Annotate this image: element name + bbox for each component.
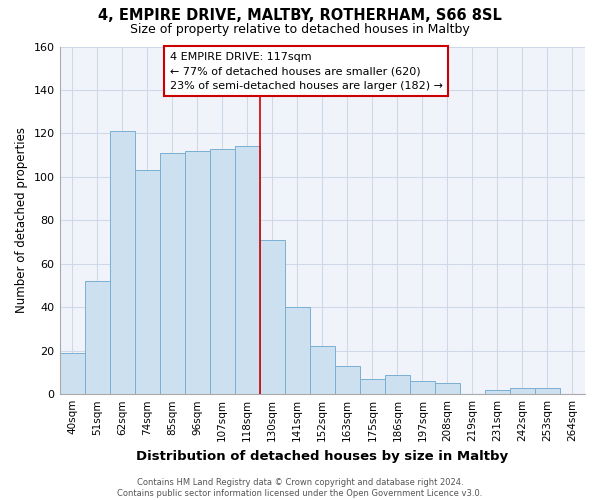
Bar [110,131,134,394]
Text: Size of property relative to detached houses in Maltby: Size of property relative to detached ho… [130,22,470,36]
Bar [85,281,110,394]
Text: 4 EMPIRE DRIVE: 117sqm
← 77% of detached houses are smaller (620)
23% of semi-de: 4 EMPIRE DRIVE: 117sqm ← 77% of detached… [170,52,443,90]
Bar [59,353,85,394]
Text: 4, EMPIRE DRIVE, MALTBY, ROTHERHAM, S66 8SL: 4, EMPIRE DRIVE, MALTBY, ROTHERHAM, S66 … [98,8,502,22]
Bar [435,384,460,394]
Bar [160,153,185,394]
Bar [360,379,385,394]
Y-axis label: Number of detached properties: Number of detached properties [15,128,28,314]
Bar [510,388,535,394]
Bar [335,366,360,394]
Bar [260,240,285,394]
Bar [185,151,209,394]
Bar [485,390,510,394]
Bar [410,381,435,394]
Text: Contains HM Land Registry data © Crown copyright and database right 2024.
Contai: Contains HM Land Registry data © Crown c… [118,478,482,498]
Bar [235,146,260,394]
Bar [134,170,160,394]
X-axis label: Distribution of detached houses by size in Maltby: Distribution of detached houses by size … [136,450,508,462]
Bar [385,374,410,394]
Bar [285,308,310,394]
Bar [310,346,335,394]
Bar [209,148,235,394]
Bar [535,388,560,394]
